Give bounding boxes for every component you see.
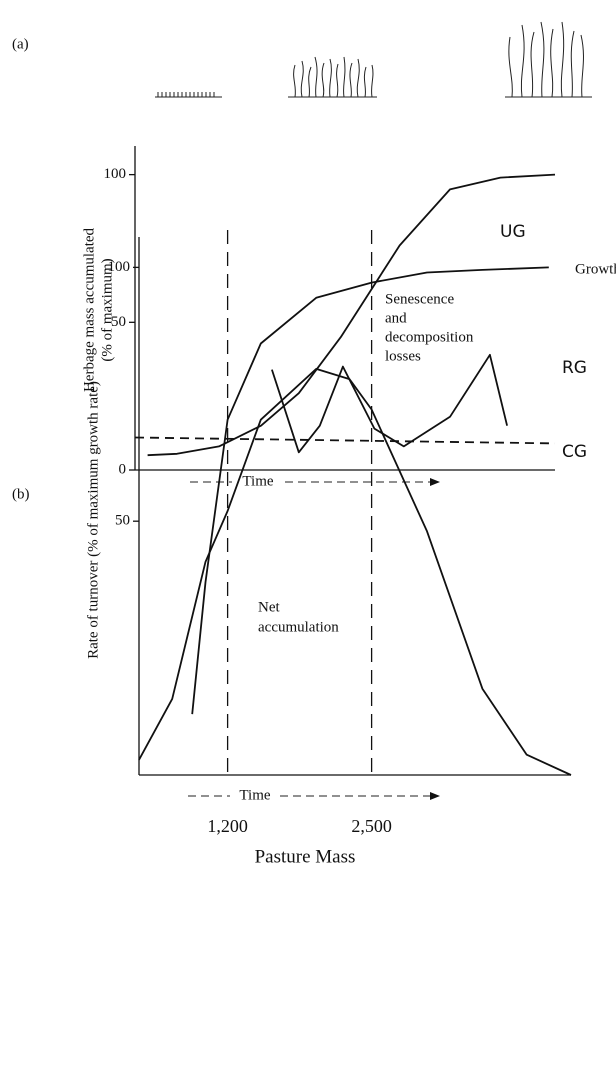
grass-sketch — [155, 21, 592, 98]
x-axis-label: Time — [242, 473, 273, 489]
series-line — [147, 173, 556, 457]
y-tick-label: 100 — [108, 259, 131, 275]
series-line — [134, 436, 556, 445]
y-tick-label: 100 — [104, 166, 127, 182]
panel-label: (b) — [12, 486, 30, 502]
x-tick-label: 2,500 — [351, 816, 392, 836]
y-axis-label: Rate of turnover (% of maximum growth ra… — [85, 381, 101, 659]
y-tick-label: 50 — [115, 513, 130, 529]
y-axis-label: (% of maximum) — [99, 258, 115, 361]
x-axis-label: Pasture Mass — [255, 846, 356, 867]
series-label: RG — [562, 358, 587, 378]
series-label: UG — [500, 222, 526, 242]
annotation: Senescence — [385, 291, 454, 307]
annotation: and — [385, 310, 407, 326]
y-axis-label: Herbage mass accumulated — [81, 227, 97, 392]
annotation: losses — [385, 348, 421, 364]
series-line — [191, 266, 549, 715]
time-arrow — [188, 478, 440, 800]
annotation: Net — [258, 599, 280, 615]
series-line — [271, 353, 508, 454]
x-tick-label: 1,200 — [207, 816, 248, 836]
time-label: Time — [239, 787, 270, 803]
y-tick-label: 50 — [111, 314, 126, 330]
series-label: Growth — [575, 261, 616, 277]
series-line — [138, 368, 572, 776]
annotation: decomposition — [385, 329, 474, 345]
series-label: CG — [562, 442, 587, 462]
y-tick-label: 0 — [119, 461, 127, 477]
annotation: accumulation — [258, 619, 339, 635]
panel-label: (a) — [12, 36, 29, 52]
